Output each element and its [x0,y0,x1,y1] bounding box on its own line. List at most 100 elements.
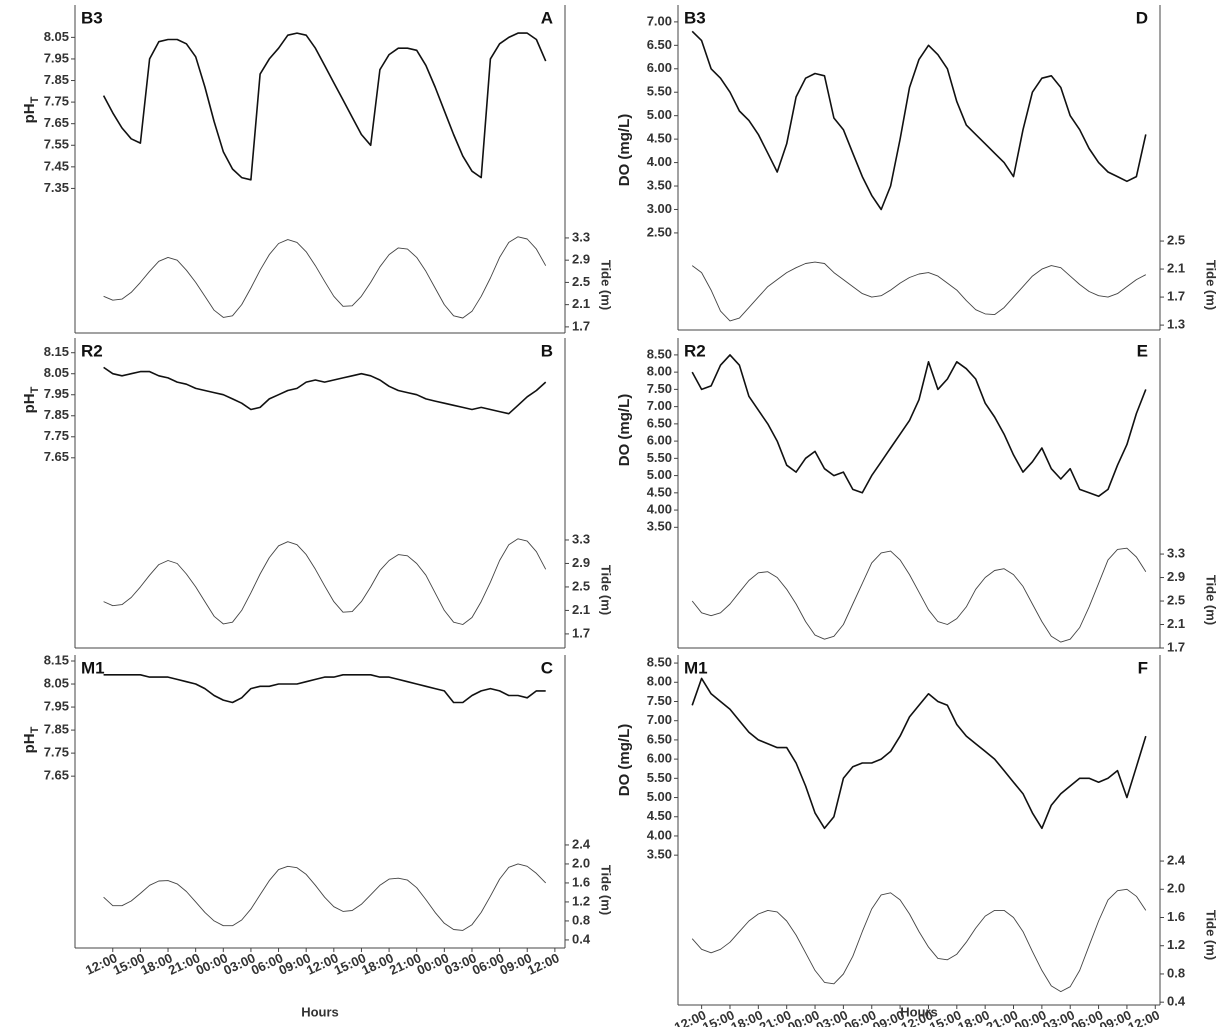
data-line [103,366,547,415]
y-tick-label: 5.00 [647,107,672,122]
y2-tick-label: 1.7 [572,318,590,333]
y-tick-label: 7.00 [647,13,672,28]
data-line [691,30,1147,211]
y-tick-label: 7.65 [44,768,69,783]
y2-tick-label: 1.2 [1167,937,1185,952]
y2-tick-label: 3.3 [572,531,590,546]
y2-tick-label: 1.7 [1167,289,1185,304]
y-tick-label: 4.50 [647,808,672,823]
y-axis-title-main: DO (mg/L) [616,114,633,187]
y-tick-label: 8.00 [647,364,672,379]
panel-label: F [1138,658,1148,677]
y2-tick-label: 2.1 [572,602,590,617]
y-axis-title: DO (mg/L) [616,724,633,797]
y-tick-label: 4.50 [647,131,672,146]
y-tick-label: 8.50 [647,346,672,361]
y2-tick-label: 0.8 [572,912,590,927]
y-tick-label: 7.85 [44,722,69,737]
y2-tick-label: 2.1 [1167,616,1185,631]
y2-axis-title: Tide (m) [599,865,614,915]
y-tick-label: 5.00 [647,467,672,482]
panel-label: D [1136,8,1148,27]
y-tick-label: 7.35 [44,180,69,195]
site-label: M1 [81,658,105,677]
y2-axis-title: Tide (m) [1204,910,1219,960]
tide-line [691,261,1147,322]
y-tick-label: 8.05 [44,675,69,690]
y2-tick-label: 2.1 [572,296,590,311]
y-tick-label: 7.95 [44,50,69,65]
y-tick-label: 3.50 [647,177,672,192]
y2-tick-label: 2.9 [1167,569,1185,584]
y-tick-label: 8.05 [44,365,69,380]
panel-label: A [541,8,553,27]
y-axis-title-main: pH [21,103,38,123]
y-axis-title: pHT [21,386,41,413]
site-label: M1 [684,658,708,677]
y2-tick-label: 2.0 [1167,881,1185,896]
panel-label: B [541,341,553,360]
y-tick-label: 6.00 [647,60,672,75]
site-label: B3 [684,8,706,27]
tide-line [103,538,547,625]
site-label: B3 [81,8,103,27]
y-tick-label: 7.75 [44,94,69,109]
panel-label: E [1137,341,1148,360]
y-axis-title-sub: T [29,386,41,393]
y-tick-label: 6.50 [647,37,672,52]
y-axis-title-main: DO (mg/L) [616,724,633,797]
x-axis-title: Hours [301,1004,339,1019]
y-tick-label: 4.00 [647,502,672,517]
y2-axis-title: Tide (m) [1204,575,1219,625]
y2-tick-label: 2.1 [1167,261,1185,276]
tide-line [691,547,1147,643]
y2-tick-label: 3.3 [1167,545,1185,560]
y-tick-label: 6.50 [647,731,672,746]
tide-line [691,888,1147,993]
y2-axis-title: Tide (m) [1204,260,1219,310]
y2-tick-label: 1.7 [572,625,590,640]
y-tick-label: 7.45 [44,158,69,173]
y-tick-label: 7.95 [44,386,69,401]
y-tick-label: 5.50 [647,84,672,99]
y-tick-label: 8.05 [44,29,69,44]
y-tick-label: 8.00 [647,674,672,689]
y-tick-label: 6.00 [647,433,672,448]
y2-axis-title: Tide (m) [599,565,614,615]
y-axis-title: DO (mg/L) [616,394,633,467]
y2-tick-label: 2.5 [1167,232,1185,247]
y-tick-label: 7.95 [44,698,69,713]
y-tick-label: 4.50 [647,484,672,499]
tide-line [103,863,547,931]
y2-tick-label: 0.4 [572,931,591,946]
y-tick-label: 5.50 [647,770,672,785]
y-tick-label: 8.15 [44,344,69,359]
y-tick-label: 7.65 [44,115,69,130]
y-tick-label: 7.75 [44,745,69,760]
y-tick-label: 5.00 [647,789,672,804]
y2-tick-label: 2.4 [1167,852,1186,867]
y-tick-label: 2.50 [647,224,672,239]
y-tick-label: 7.85 [44,407,69,422]
y-tick-label: 5.50 [647,450,672,465]
y-tick-label: 7.75 [44,428,69,443]
y-axis-title-main: pH [21,733,38,753]
y2-tick-label: 1.2 [572,893,590,908]
y-tick-label: 7.00 [647,398,672,413]
panel-label: C [541,658,553,677]
y2-tick-label: 2.0 [572,855,590,870]
y2-tick-label: 2.5 [572,578,590,593]
y2-tick-label: 3.3 [572,229,590,244]
y-tick-label: 7.85 [44,72,69,87]
y-tick-label: 6.50 [647,415,672,430]
y-tick-label: 6.00 [647,751,672,766]
y2-tick-label: 2.5 [572,274,590,289]
data-line [103,674,546,704]
y-tick-label: 4.00 [647,827,672,842]
y-axis-title-main: DO (mg/L) [616,394,633,467]
y-tick-label: 8.50 [647,655,672,670]
y-tick-label: 7.65 [44,449,69,464]
y2-tick-label: 2.4 [572,836,591,851]
y2-tick-label: 1.6 [572,874,590,889]
